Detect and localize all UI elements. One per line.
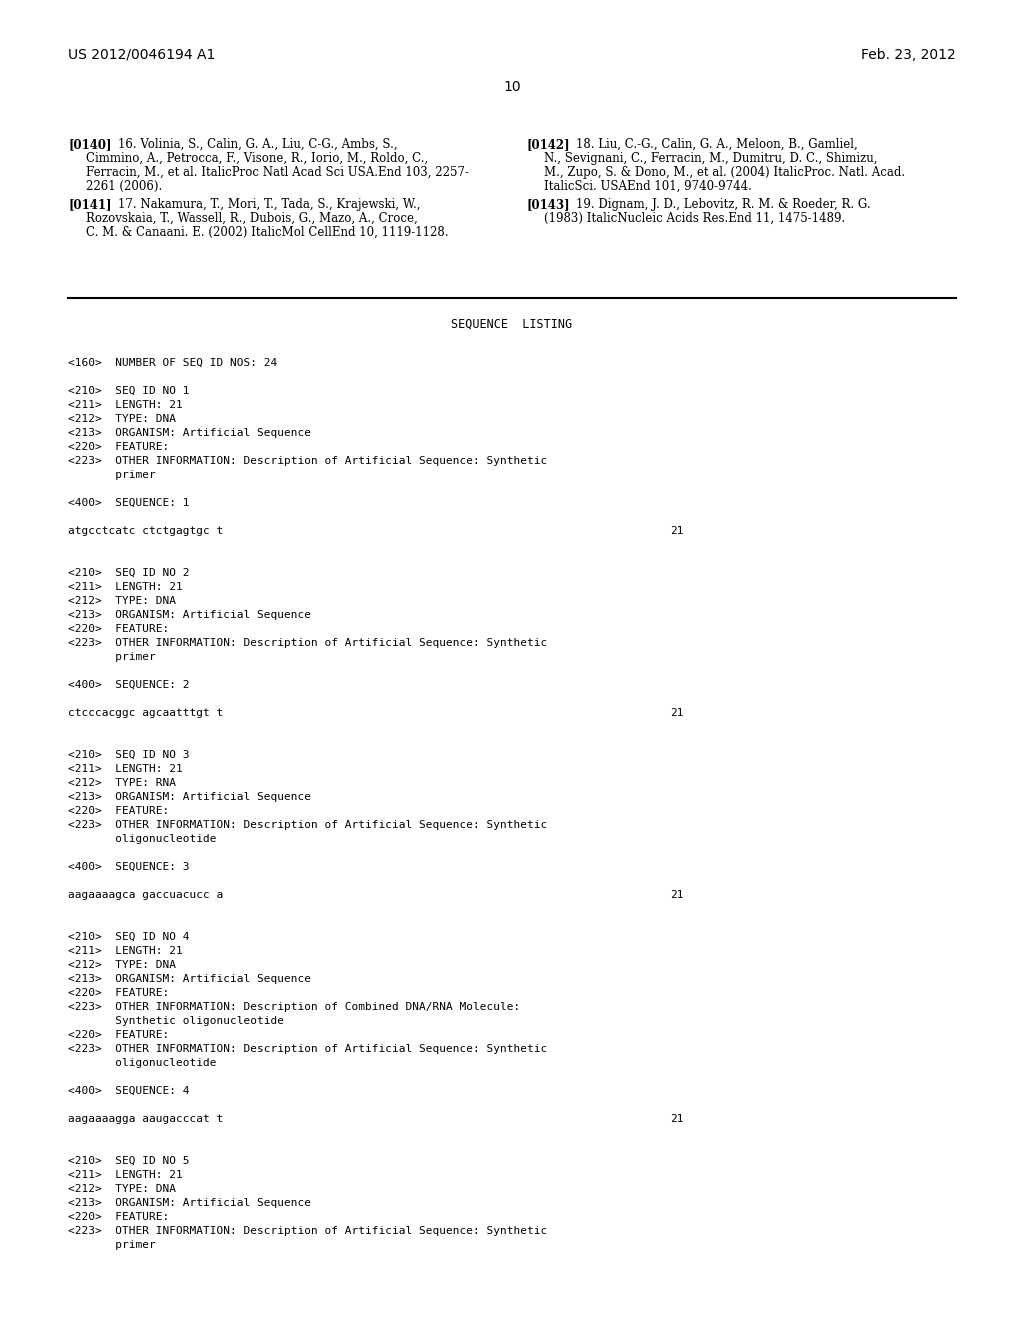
- Text: 17. Nakamura, T., Mori, T., Tada, S., Krajewski, W.,: 17. Nakamura, T., Mori, T., Tada, S., Kr…: [118, 198, 421, 211]
- Text: <210>  SEQ ID NO 5: <210> SEQ ID NO 5: [68, 1156, 189, 1166]
- Text: 10: 10: [503, 81, 521, 94]
- Text: 21: 21: [670, 1114, 683, 1125]
- Text: <211>  LENGTH: 21: <211> LENGTH: 21: [68, 946, 182, 956]
- Text: Cimmino, A., Petrocca, F., Visone, R., Iorio, M., Roldo, C.,: Cimmino, A., Petrocca, F., Visone, R., I…: [86, 152, 428, 165]
- Text: <223>  OTHER INFORMATION: Description of Artificial Sequence: Synthetic: <223> OTHER INFORMATION: Description of …: [68, 455, 547, 466]
- Text: Feb. 23, 2012: Feb. 23, 2012: [861, 48, 956, 62]
- Text: <212>  TYPE: DNA: <212> TYPE: DNA: [68, 597, 176, 606]
- Text: [0141]: [0141]: [68, 198, 112, 211]
- Text: [0140]: [0140]: [68, 139, 112, 150]
- Text: <212>  TYPE: RNA: <212> TYPE: RNA: [68, 777, 176, 788]
- Text: C. M. & Canaani. E. (2002) ItalicMol CellEnd 10, 1119-1128.: C. M. & Canaani. E. (2002) ItalicMol Cel…: [86, 226, 449, 239]
- Text: <400>  SEQUENCE: 4: <400> SEQUENCE: 4: [68, 1086, 189, 1096]
- Text: 19. Dignam, J. D., Lebovitz, R. M. & Roeder, R. G.: 19. Dignam, J. D., Lebovitz, R. M. & Roe…: [575, 198, 870, 211]
- Text: Ferracin, M., et al. ItalicProc Natl Acad Sci USA.End 103, 2257-: Ferracin, M., et al. ItalicProc Natl Aca…: [86, 166, 469, 180]
- Text: [0142]: [0142]: [526, 139, 569, 150]
- Text: <223>  OTHER INFORMATION: Description of Artificial Sequence: Synthetic: <223> OTHER INFORMATION: Description of …: [68, 1226, 547, 1236]
- Text: <223>  OTHER INFORMATION: Description of Artificial Sequence: Synthetic: <223> OTHER INFORMATION: Description of …: [68, 820, 547, 830]
- Text: <220>  FEATURE:: <220> FEATURE:: [68, 624, 169, 634]
- Text: <223>  OTHER INFORMATION: Description of Combined DNA/RNA Molecule:: <223> OTHER INFORMATION: Description of …: [68, 1002, 520, 1012]
- Text: US 2012/0046194 A1: US 2012/0046194 A1: [68, 48, 215, 62]
- Text: <400>  SEQUENCE: 3: <400> SEQUENCE: 3: [68, 862, 189, 873]
- Text: 16. Volinia, S., Calin, G. A., Liu, C-G., Ambs, S.,: 16. Volinia, S., Calin, G. A., Liu, C-G.…: [118, 139, 397, 150]
- Text: 21: 21: [670, 708, 683, 718]
- Text: primer: primer: [68, 470, 156, 480]
- Text: 18. Liu, C.-G., Calin, G. A., Meloon, B., Gamliel,: 18. Liu, C.-G., Calin, G. A., Meloon, B.…: [575, 139, 858, 150]
- Text: aagaaaagga aaugacccat t: aagaaaagga aaugacccat t: [68, 1114, 223, 1125]
- Text: primer: primer: [68, 652, 156, 663]
- Text: oligonucleotide: oligonucleotide: [68, 1059, 216, 1068]
- Text: 21: 21: [670, 525, 683, 536]
- Text: [0143]: [0143]: [526, 198, 569, 211]
- Text: <212>  TYPE: DNA: <212> TYPE: DNA: [68, 960, 176, 970]
- Text: <211>  LENGTH: 21: <211> LENGTH: 21: [68, 400, 182, 411]
- Text: <213>  ORGANISM: Artificial Sequence: <213> ORGANISM: Artificial Sequence: [68, 792, 311, 803]
- Text: <211>  LENGTH: 21: <211> LENGTH: 21: [68, 1170, 182, 1180]
- Text: <212>  TYPE: DNA: <212> TYPE: DNA: [68, 414, 176, 424]
- Text: Synthetic oligonucleotide: Synthetic oligonucleotide: [68, 1016, 284, 1026]
- Text: 2261 (2006).: 2261 (2006).: [86, 180, 162, 193]
- Text: <213>  ORGANISM: Artificial Sequence: <213> ORGANISM: Artificial Sequence: [68, 1199, 311, 1208]
- Text: N., Sevignani, C., Ferracin, M., Dumitru, D. C., Shimizu,: N., Sevignani, C., Ferracin, M., Dumitru…: [544, 152, 878, 165]
- Text: <160>  NUMBER OF SEQ ID NOS: 24: <160> NUMBER OF SEQ ID NOS: 24: [68, 358, 278, 368]
- Text: <220>  FEATURE:: <220> FEATURE:: [68, 1030, 169, 1040]
- Text: <220>  FEATURE:: <220> FEATURE:: [68, 1212, 169, 1222]
- Text: <400>  SEQUENCE: 1: <400> SEQUENCE: 1: [68, 498, 189, 508]
- Text: oligonucleotide: oligonucleotide: [68, 834, 216, 843]
- Text: <212>  TYPE: DNA: <212> TYPE: DNA: [68, 1184, 176, 1195]
- Text: <220>  FEATURE:: <220> FEATURE:: [68, 987, 169, 998]
- Text: <210>  SEQ ID NO 2: <210> SEQ ID NO 2: [68, 568, 189, 578]
- Text: <210>  SEQ ID NO 3: <210> SEQ ID NO 3: [68, 750, 189, 760]
- Text: <400>  SEQUENCE: 2: <400> SEQUENCE: 2: [68, 680, 189, 690]
- Text: primer: primer: [68, 1239, 156, 1250]
- Text: <220>  FEATURE:: <220> FEATURE:: [68, 807, 169, 816]
- Text: <210>  SEQ ID NO 1: <210> SEQ ID NO 1: [68, 385, 189, 396]
- Text: <223>  OTHER INFORMATION: Description of Artificial Sequence: Synthetic: <223> OTHER INFORMATION: Description of …: [68, 1044, 547, 1053]
- Text: 21: 21: [670, 890, 683, 900]
- Text: SEQUENCE  LISTING: SEQUENCE LISTING: [452, 318, 572, 331]
- Text: Rozovskaia, T., Wassell, R., Dubois, G., Mazo, A., Croce,: Rozovskaia, T., Wassell, R., Dubois, G.,…: [86, 213, 418, 226]
- Text: <223>  OTHER INFORMATION: Description of Artificial Sequence: Synthetic: <223> OTHER INFORMATION: Description of …: [68, 638, 547, 648]
- Text: atgcctcatc ctctgagtgc t: atgcctcatc ctctgagtgc t: [68, 525, 223, 536]
- Text: <210>  SEQ ID NO 4: <210> SEQ ID NO 4: [68, 932, 189, 942]
- Text: M., Zupo, S. & Dono, M., et al. (2004) ItalicProc. Natl. Acad.: M., Zupo, S. & Dono, M., et al. (2004) I…: [544, 166, 905, 180]
- Text: <213>  ORGANISM: Artificial Sequence: <213> ORGANISM: Artificial Sequence: [68, 610, 311, 620]
- Text: ctcccacggc agcaatttgt t: ctcccacggc agcaatttgt t: [68, 708, 223, 718]
- Text: <211>  LENGTH: 21: <211> LENGTH: 21: [68, 582, 182, 591]
- Text: <213>  ORGANISM: Artificial Sequence: <213> ORGANISM: Artificial Sequence: [68, 974, 311, 983]
- Text: ItalicSci. USAEnd 101, 9740-9744.: ItalicSci. USAEnd 101, 9740-9744.: [544, 180, 752, 193]
- Text: aagaaaagca gaccuacucc a: aagaaaagca gaccuacucc a: [68, 890, 223, 900]
- Text: (1983) ItalicNucleic Acids Res.End 11, 1475-1489.: (1983) ItalicNucleic Acids Res.End 11, 1…: [544, 213, 845, 226]
- Text: <213>  ORGANISM: Artificial Sequence: <213> ORGANISM: Artificial Sequence: [68, 428, 311, 438]
- Text: <211>  LENGTH: 21: <211> LENGTH: 21: [68, 764, 182, 774]
- Text: <220>  FEATURE:: <220> FEATURE:: [68, 442, 169, 451]
